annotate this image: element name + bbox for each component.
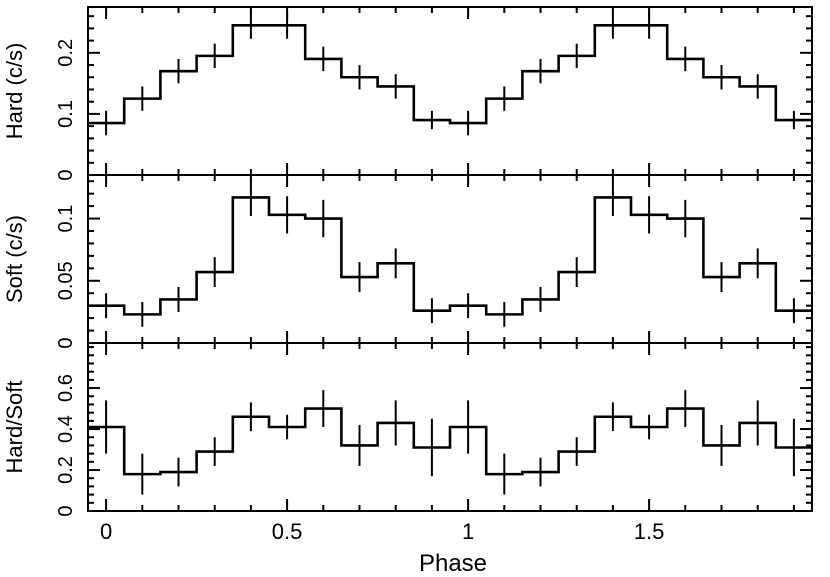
y-tick-label: 0.6 xyxy=(55,374,77,402)
x-tick-label: 1 xyxy=(462,519,474,544)
series-line xyxy=(88,24,812,125)
x-tick-label: 0 xyxy=(100,519,112,544)
y-axis-label: Hard (c/s) xyxy=(2,43,27,140)
series-line xyxy=(88,407,812,476)
panel-1: 0 0.1 0.2 Hard (c/s) xyxy=(2,6,813,181)
panel-frame xyxy=(87,6,813,176)
y-tick-label: 0.4 xyxy=(55,415,77,443)
y-tick-label: 0.2 xyxy=(55,39,77,67)
y-tick-label: 0.05 xyxy=(55,261,77,300)
x-tick-label: 0.5 xyxy=(272,519,303,544)
y-tick-label: 0.1 xyxy=(55,205,77,233)
x-axis-label: Phase xyxy=(419,550,487,577)
y-tick-label: 0 xyxy=(55,337,77,348)
panel-2: 0 0.05 0.1 Soft (c/s) xyxy=(2,174,813,349)
y-tick-label: 0.2 xyxy=(55,456,77,484)
y-tick-label: 0 xyxy=(55,169,77,180)
y-tick-label: 0 xyxy=(55,505,77,516)
x-tick-label: 1.5 xyxy=(634,519,665,544)
y-axis-label: Hard/Soft xyxy=(2,381,27,474)
series-line xyxy=(88,196,812,316)
panel-3: 0 0.2 0.4 0.6 Hard/Soft 0 0.5 1 1.5 Phase xyxy=(2,342,813,577)
y-axis-label: Soft (c/s) xyxy=(2,215,27,303)
y-tick-label: 0.1 xyxy=(55,100,77,128)
